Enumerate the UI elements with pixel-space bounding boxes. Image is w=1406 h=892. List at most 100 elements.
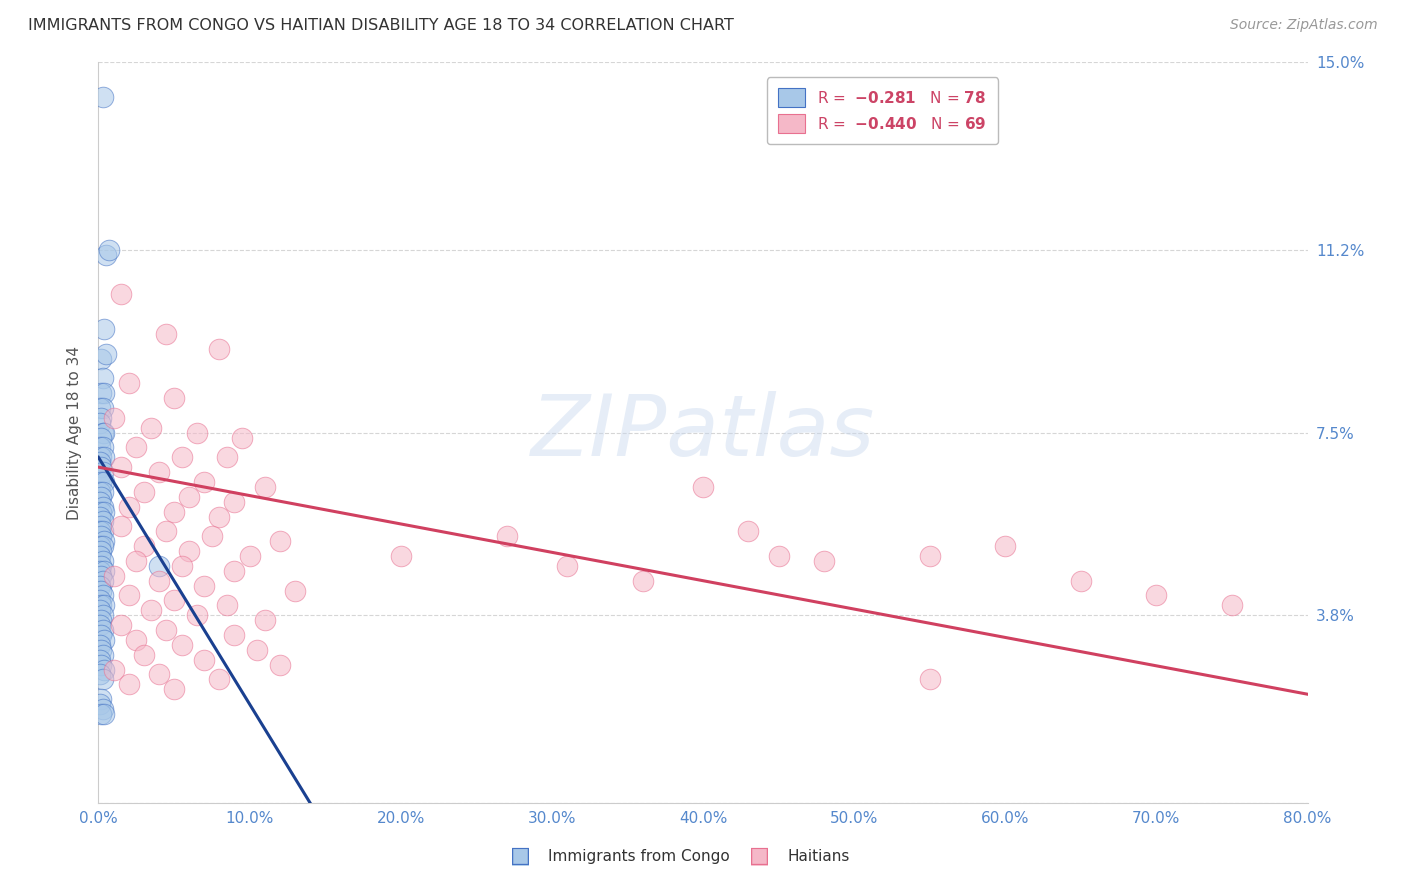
Point xyxy=(91,539,114,553)
Point xyxy=(91,484,114,499)
Point xyxy=(125,632,148,647)
Point xyxy=(246,642,269,657)
Point xyxy=(239,549,262,563)
Point xyxy=(89,484,111,499)
Point xyxy=(125,554,148,568)
Point xyxy=(90,599,112,613)
Point xyxy=(93,505,115,519)
Point xyxy=(1070,574,1092,588)
Point xyxy=(93,632,115,647)
Point xyxy=(90,568,112,582)
Point xyxy=(89,539,111,553)
Point xyxy=(186,425,208,440)
Point xyxy=(141,420,163,434)
Text: ■: ■ xyxy=(749,847,769,866)
Point xyxy=(186,608,208,623)
Point xyxy=(89,524,111,539)
Point xyxy=(208,509,231,524)
Text: ■: ■ xyxy=(510,847,530,866)
Text: IMMIGRANTS FROM CONGO VS HAITIAN DISABILITY AGE 18 TO 34 CORRELATION CHART: IMMIGRANTS FROM CONGO VS HAITIAN DISABIL… xyxy=(28,18,734,33)
Point xyxy=(93,386,115,401)
Text: ZIPatlas: ZIPatlas xyxy=(531,391,875,475)
Point xyxy=(125,441,148,455)
Point xyxy=(90,386,112,401)
Point xyxy=(737,524,759,539)
Legend: R =  $\bf{-0.281}$   N = $\bf{78}$, R =  $\bf{-0.440}$   N = $\bf{69}$: R = $\bf{-0.281}$ N = $\bf{78}$, R = $\b… xyxy=(766,78,998,144)
Point xyxy=(155,524,177,539)
Point xyxy=(170,638,193,652)
Point xyxy=(208,342,231,356)
Point xyxy=(110,618,132,632)
Point xyxy=(91,465,114,479)
Point xyxy=(170,450,193,465)
Point xyxy=(91,401,114,415)
Point xyxy=(813,554,835,568)
Point xyxy=(155,623,177,637)
Point xyxy=(193,475,215,489)
Point xyxy=(93,564,115,578)
Point xyxy=(89,603,111,617)
Point xyxy=(91,648,114,662)
Point xyxy=(91,90,114,104)
Point xyxy=(215,450,238,465)
Point xyxy=(163,682,186,697)
Point xyxy=(389,549,412,563)
Point xyxy=(253,613,276,627)
Point xyxy=(201,529,224,543)
Point xyxy=(132,539,155,553)
Point xyxy=(91,589,114,603)
Point xyxy=(93,475,115,489)
Point xyxy=(89,667,111,681)
Point xyxy=(91,441,114,455)
Point xyxy=(93,534,115,549)
Point xyxy=(215,599,238,613)
Point xyxy=(91,500,114,514)
Point xyxy=(90,613,112,627)
Point xyxy=(994,539,1017,553)
Point xyxy=(193,653,215,667)
Point xyxy=(224,494,246,508)
Point xyxy=(110,460,132,475)
Point xyxy=(692,480,714,494)
Point xyxy=(89,593,111,607)
Point xyxy=(148,574,170,588)
Point xyxy=(90,475,112,489)
Point xyxy=(91,524,114,539)
Point xyxy=(89,455,111,469)
Text: Haitians: Haitians xyxy=(787,849,849,863)
Point xyxy=(89,416,111,430)
Point xyxy=(90,351,112,366)
Point xyxy=(98,243,121,257)
Point xyxy=(90,692,112,706)
Point xyxy=(179,490,201,504)
Point xyxy=(90,410,112,425)
Point xyxy=(93,322,115,336)
Point xyxy=(89,470,111,484)
Point xyxy=(89,653,111,667)
Point xyxy=(224,628,246,642)
Point xyxy=(89,638,111,652)
Point xyxy=(93,450,115,465)
Point xyxy=(90,706,112,721)
Point xyxy=(170,558,193,573)
Point xyxy=(208,673,231,687)
Point xyxy=(1220,599,1243,613)
Point xyxy=(631,574,654,588)
Point xyxy=(110,519,132,533)
Point xyxy=(918,673,941,687)
Point xyxy=(93,599,115,613)
Point xyxy=(163,391,186,405)
Point xyxy=(91,574,114,588)
Point xyxy=(91,702,114,716)
Point xyxy=(179,544,201,558)
Point xyxy=(91,425,114,440)
Point xyxy=(89,494,111,508)
Point xyxy=(193,579,215,593)
Text: Immigrants from Congo: Immigrants from Congo xyxy=(548,849,730,863)
Point xyxy=(141,603,163,617)
Point xyxy=(91,608,114,623)
Point xyxy=(155,326,177,341)
Point xyxy=(132,648,155,662)
Point xyxy=(91,673,114,687)
Point xyxy=(89,697,111,711)
